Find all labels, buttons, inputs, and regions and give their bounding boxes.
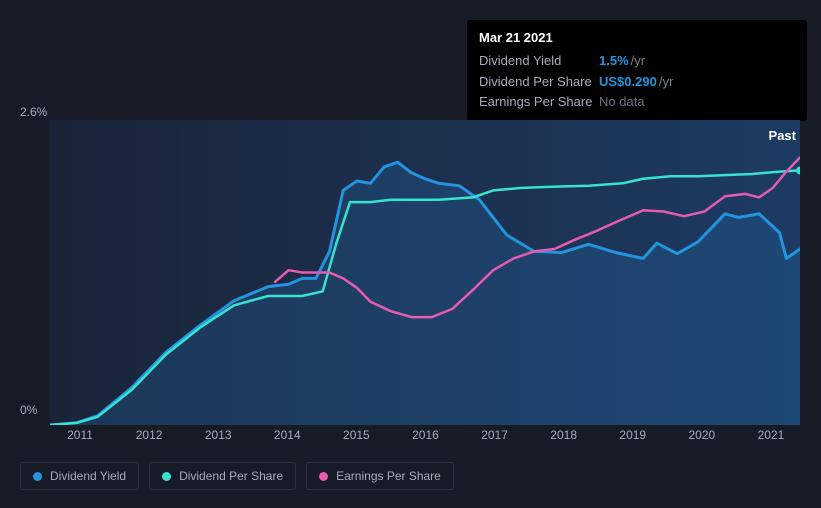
legend-dot-icon (319, 472, 328, 481)
x-axis-tick: 2013 (188, 428, 248, 442)
tooltip-label: Dividend Yield (479, 51, 599, 72)
x-axis-tick: 2017 (465, 428, 525, 442)
x-axis-tick: 2014 (257, 428, 317, 442)
tooltip-unit: /yr (659, 74, 673, 89)
legend-label: Dividend Per Share (179, 469, 283, 483)
chart-container: Mar 21 2021 Dividend Yield 1.5%/yr Divid… (0, 0, 821, 508)
x-axis-tick: 2021 (741, 428, 801, 442)
x-axis-tick: 2018 (534, 428, 594, 442)
tooltip-row: Dividend Yield 1.5%/yr (479, 51, 795, 72)
y-axis-label-max: 2.6% (20, 105, 47, 119)
chart-area: 2.6% 0% Past 2011 2012 2013 2014 2015 20… (20, 100, 801, 460)
chart-plot[interactable] (50, 120, 800, 425)
tooltip-value: 1.5% (599, 53, 629, 68)
tooltip-unit: /yr (631, 53, 645, 68)
y-axis-label-min: 0% (20, 403, 37, 417)
tooltip-label: Dividend Per Share (479, 72, 599, 93)
x-axis-tick: 2015 (326, 428, 386, 442)
x-axis-labels: 2011 2012 2013 2014 2015 2016 2017 2018 … (50, 428, 801, 442)
legend: Dividend Yield Dividend Per Share Earnin… (20, 462, 454, 490)
legend-item-earnings-per-share[interactable]: Earnings Per Share (306, 462, 454, 490)
tooltip-value: US$0.290 (599, 74, 657, 89)
legend-item-dividend-yield[interactable]: Dividend Yield (20, 462, 139, 490)
legend-item-dividend-per-share[interactable]: Dividend Per Share (149, 462, 296, 490)
tooltip-value-wrap: US$0.290/yr (599, 72, 673, 93)
legend-label: Dividend Yield (50, 469, 126, 483)
tooltip-value-wrap: 1.5%/yr (599, 51, 645, 72)
legend-label: Earnings Per Share (336, 469, 441, 483)
tooltip-row: Dividend Per Share US$0.290/yr (479, 72, 795, 93)
legend-dot-icon (162, 472, 171, 481)
x-axis-tick: 2016 (395, 428, 455, 442)
legend-dot-icon (33, 472, 42, 481)
x-axis-tick: 2019 (603, 428, 663, 442)
x-axis-tick: 2020 (672, 428, 732, 442)
tooltip-date: Mar 21 2021 (479, 28, 795, 49)
x-axis-tick: 2011 (50, 428, 110, 442)
past-label: Past (769, 128, 796, 143)
x-axis-tick: 2012 (119, 428, 179, 442)
